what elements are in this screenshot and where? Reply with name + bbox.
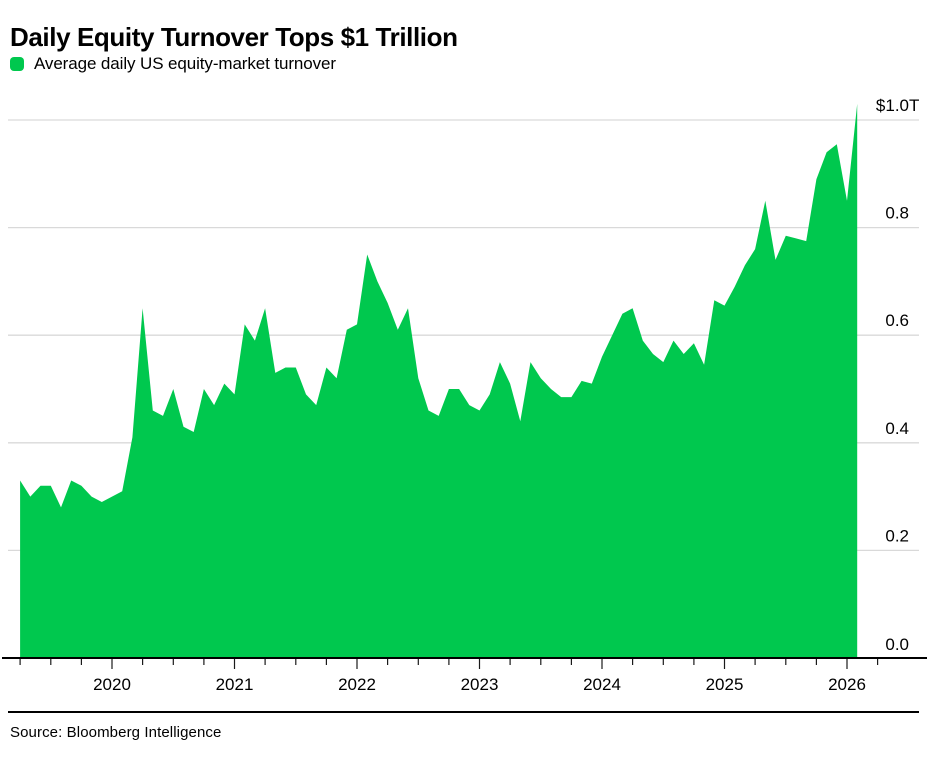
svg-text:0.6: 0.6	[885, 311, 909, 330]
source-credit: Source: Bloomberg Intelligence	[10, 724, 222, 741]
chart-title: Daily Equity Turnover Tops $1 Trillion	[10, 22, 458, 53]
legend-swatch-icon	[10, 57, 24, 71]
svg-text:0.4: 0.4	[885, 419, 909, 438]
svg-text:T: T	[909, 96, 919, 115]
svg-text:0.0: 0.0	[885, 635, 909, 654]
svg-text:2026: 2026	[828, 675, 866, 694]
svg-text:0.8: 0.8	[885, 204, 909, 223]
svg-text:2022: 2022	[338, 675, 376, 694]
svg-text:2024: 2024	[583, 675, 621, 694]
legend: Average daily US equity-market turnover	[10, 54, 336, 74]
legend-label: Average daily US equity-market turnover	[34, 54, 336, 73]
footer-divider	[8, 711, 919, 713]
svg-text:$1.0: $1.0	[876, 96, 909, 115]
svg-text:2021: 2021	[216, 675, 254, 694]
svg-text:2023: 2023	[461, 675, 499, 694]
svg-text:2020: 2020	[93, 675, 131, 694]
svg-text:2025: 2025	[706, 675, 744, 694]
svg-text:0.2: 0.2	[885, 526, 909, 545]
